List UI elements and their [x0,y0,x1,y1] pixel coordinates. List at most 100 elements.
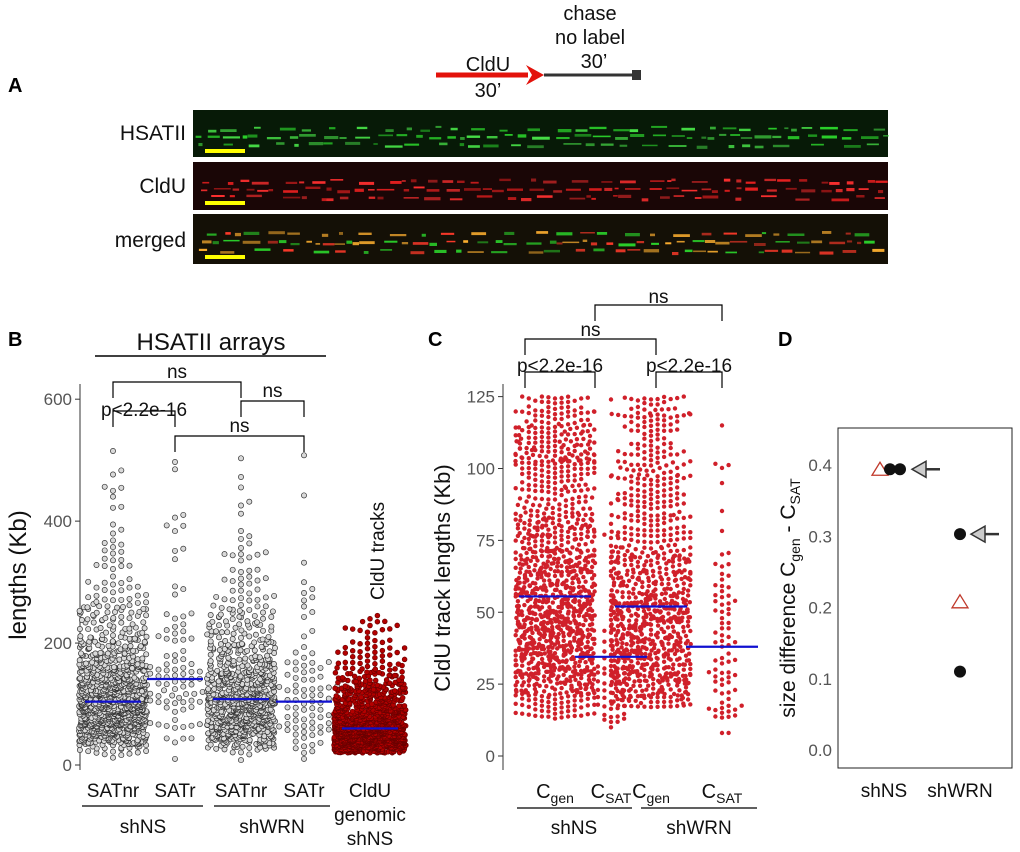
b-data-point [180,613,187,620]
fiber-segment [202,181,210,184]
c-data-point [575,510,581,516]
c-data-point [585,712,590,717]
b-data-point [332,685,338,692]
c-data-point [585,534,590,539]
fiber-segment [556,137,570,140]
c-data-point [582,682,588,687]
b-data-point [221,551,228,558]
b-data-point [230,630,237,637]
c-data-point [546,704,551,709]
b-data-point [172,459,178,465]
b-data-point [301,613,307,620]
fiber-segment [556,232,573,236]
b-data-point [342,659,349,666]
fiber-segment [831,198,850,202]
c-data-point [533,598,539,603]
c-data-point [577,622,582,627]
fiber-segment [791,128,797,132]
b-data-point [216,647,223,653]
b-data-point [207,651,214,658]
c-data-point [586,691,591,696]
b-data-point [110,748,116,755]
b-data-point [401,703,408,709]
c-tick-label: 0 [486,747,495,766]
c-data-point [539,488,545,494]
fiber-segment [723,178,731,182]
c-data-point [526,470,531,476]
c-data-point [559,416,564,422]
fiber-segment [211,195,225,197]
b-data-point [140,619,147,626]
fiber-segment [873,128,886,131]
b-significance-label: ns [229,416,249,437]
c-data-point [579,705,584,710]
b-data-point [224,629,231,636]
c-data-point [574,573,579,578]
b-data-point [399,695,406,701]
fiber-segment [772,135,782,139]
c-data-point [573,660,578,666]
b-data-point [221,576,228,583]
c-data-point [589,553,595,558]
c-data-point [565,478,571,483]
fiber-image-hsatii [193,110,888,157]
c-data-point [559,700,564,705]
c-data-point [525,615,530,620]
fiber-segment [604,187,613,191]
b-data-point [301,633,307,640]
c-data-point [589,622,595,627]
b-data-point [188,635,195,642]
b-data-point [292,688,299,695]
b-data-point [246,751,253,758]
fiber-segment [673,234,690,237]
fiber-segment [586,195,591,198]
c-data-point [539,434,545,440]
b-category-label: CldU [349,781,391,802]
fiber-segment [207,135,220,138]
fiber-segment [606,242,614,245]
b-data-point [120,604,126,610]
c-data-point [560,659,565,664]
b-data-point [118,580,125,586]
b-data-point [292,674,299,681]
c-data-point [579,466,584,471]
c-data-point [592,427,597,432]
b-data-point [180,670,187,677]
c-data-point [556,624,561,629]
fiber-segment [220,129,237,132]
c-data-point [565,469,571,474]
fiber-segment [477,241,489,244]
b-data-point [172,708,178,715]
b-data-point [252,631,259,638]
b-data-point [147,670,154,677]
c-data-point [583,512,588,518]
c-data-point [515,522,521,527]
b-data-point [115,640,122,647]
b-data-point [372,649,378,656]
c-data-point [531,445,537,450]
c-data-point [533,563,538,568]
fiber-segment [614,187,619,190]
c-data-point [565,520,571,525]
b-data-point [207,638,214,645]
b-data-point [309,692,316,699]
b-data-point [309,667,316,674]
c-data-point [539,429,545,435]
c-data-point [557,513,562,518]
fiber-segment [735,197,742,201]
c-data-point [516,668,521,673]
c-data-point [559,528,564,534]
fiber-segment [384,240,398,243]
c-data-point [545,545,550,551]
b-data-point [374,612,381,619]
c-data-point [541,619,547,625]
fiber-segment [754,135,772,139]
c-data-point [554,587,559,592]
fiber-segment [416,134,423,138]
b-data-point [317,729,324,736]
c-data-point [536,519,541,525]
fiber-segment [206,233,217,236]
b-data-point [93,598,100,605]
b-data-point [101,579,108,586]
b-data-point [77,675,84,682]
